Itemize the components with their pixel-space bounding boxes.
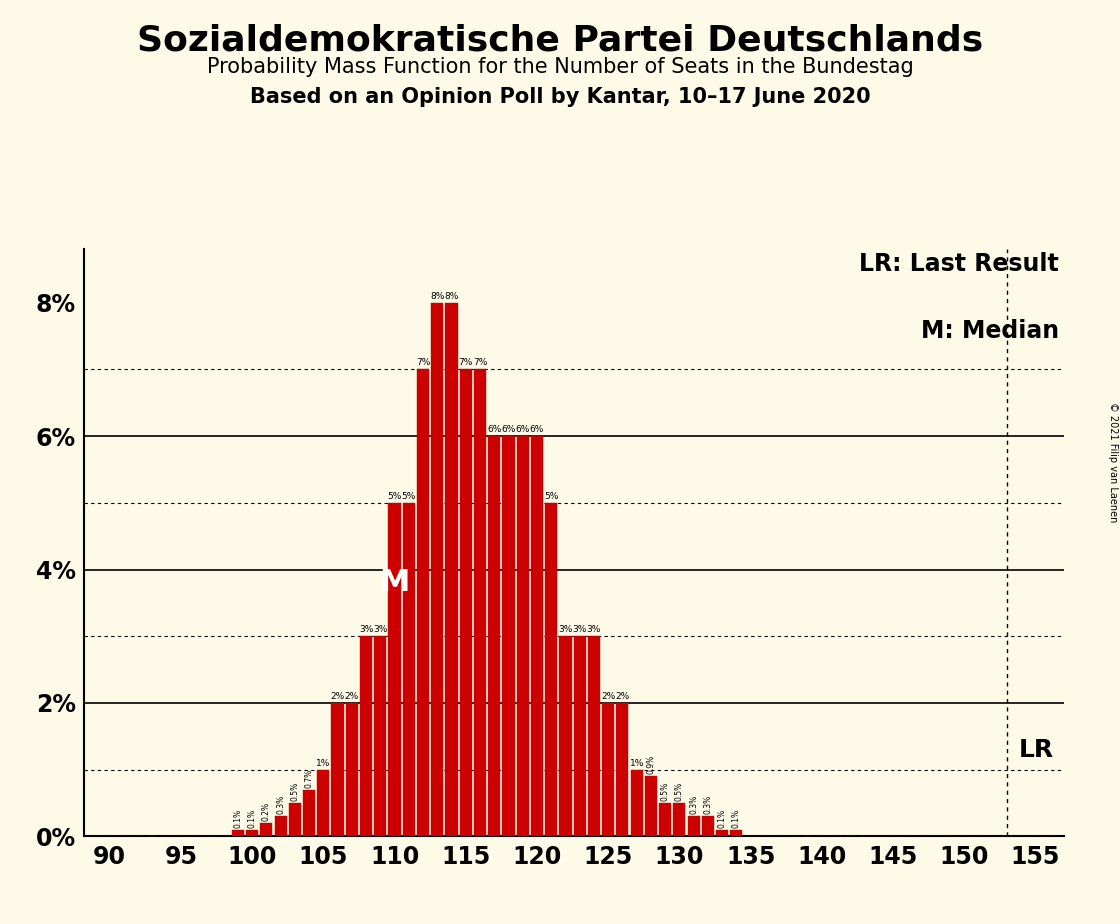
Text: 0.5%: 0.5% xyxy=(661,782,670,801)
Text: 0.1%: 0.1% xyxy=(718,808,727,828)
Bar xyxy=(274,816,287,836)
Bar xyxy=(304,789,315,836)
Bar xyxy=(232,830,244,836)
Text: 0.3%: 0.3% xyxy=(703,795,712,814)
Bar xyxy=(516,436,529,836)
Text: LR: LR xyxy=(1018,737,1054,761)
Bar xyxy=(317,770,329,836)
Bar xyxy=(716,830,728,836)
Text: 1%: 1% xyxy=(629,759,644,768)
Bar xyxy=(573,637,586,836)
Text: 8%: 8% xyxy=(430,292,445,301)
Text: 3%: 3% xyxy=(358,626,373,634)
Text: 0.3%: 0.3% xyxy=(276,795,286,814)
Text: 3%: 3% xyxy=(587,626,601,634)
Text: 0.5%: 0.5% xyxy=(290,782,299,801)
Text: 2%: 2% xyxy=(601,692,615,701)
Text: M: M xyxy=(380,568,410,597)
Bar xyxy=(246,830,258,836)
Bar xyxy=(673,803,685,836)
Text: 6%: 6% xyxy=(502,425,515,434)
Text: M: Median: M: Median xyxy=(921,319,1060,343)
Bar xyxy=(360,637,372,836)
Text: © 2021 Filip van Laenen: © 2021 Filip van Laenen xyxy=(1109,402,1118,522)
Text: Probability Mass Function for the Number of Seats in the Bundestag: Probability Mass Function for the Number… xyxy=(206,57,914,78)
Text: 0.1%: 0.1% xyxy=(248,808,256,828)
Text: 6%: 6% xyxy=(530,425,544,434)
Bar xyxy=(488,436,501,836)
Bar xyxy=(730,830,743,836)
Text: Sozialdemokratische Partei Deutschlands: Sozialdemokratische Partei Deutschlands xyxy=(137,23,983,57)
Text: 5%: 5% xyxy=(544,492,559,501)
Bar xyxy=(603,703,614,836)
Text: 3%: 3% xyxy=(558,626,572,634)
Text: 3%: 3% xyxy=(373,626,388,634)
Bar xyxy=(688,816,700,836)
Bar xyxy=(446,303,458,836)
Bar xyxy=(289,803,301,836)
Text: 0.9%: 0.9% xyxy=(646,755,655,774)
Bar xyxy=(431,303,444,836)
Bar xyxy=(260,823,272,836)
Bar xyxy=(616,703,628,836)
Bar xyxy=(559,637,571,836)
Bar xyxy=(588,637,600,836)
Bar xyxy=(545,503,558,836)
Text: 2%: 2% xyxy=(345,692,358,701)
Text: 2%: 2% xyxy=(330,692,345,701)
Text: 0.1%: 0.1% xyxy=(233,808,242,828)
Bar xyxy=(346,703,358,836)
Text: 0.3%: 0.3% xyxy=(689,795,698,814)
Text: 0.5%: 0.5% xyxy=(675,782,684,801)
Bar xyxy=(389,503,401,836)
Bar xyxy=(631,770,643,836)
Text: 7%: 7% xyxy=(473,359,487,368)
Text: 6%: 6% xyxy=(487,425,502,434)
Bar xyxy=(645,776,657,836)
Bar xyxy=(459,370,472,836)
Text: 3%: 3% xyxy=(572,626,587,634)
Bar xyxy=(403,503,414,836)
Bar xyxy=(474,370,486,836)
Bar xyxy=(374,637,386,836)
Bar xyxy=(417,370,429,836)
Text: Based on an Opinion Poll by Kantar, 10–17 June 2020: Based on an Opinion Poll by Kantar, 10–1… xyxy=(250,87,870,107)
Bar xyxy=(332,703,344,836)
Text: 7%: 7% xyxy=(416,359,430,368)
Bar xyxy=(531,436,543,836)
Bar xyxy=(659,803,671,836)
Text: 6%: 6% xyxy=(515,425,530,434)
Text: 2%: 2% xyxy=(615,692,629,701)
Text: LR: Last Result: LR: Last Result xyxy=(859,252,1060,276)
Bar xyxy=(702,816,713,836)
Text: 1%: 1% xyxy=(316,759,330,768)
Bar xyxy=(503,436,514,836)
Text: 5%: 5% xyxy=(402,492,416,501)
Text: 0.7%: 0.7% xyxy=(305,768,314,787)
Text: 8%: 8% xyxy=(445,292,459,301)
Text: 0.2%: 0.2% xyxy=(262,802,271,821)
Text: 0.1%: 0.1% xyxy=(731,808,741,828)
Text: 7%: 7% xyxy=(458,359,473,368)
Text: 5%: 5% xyxy=(388,492,402,501)
